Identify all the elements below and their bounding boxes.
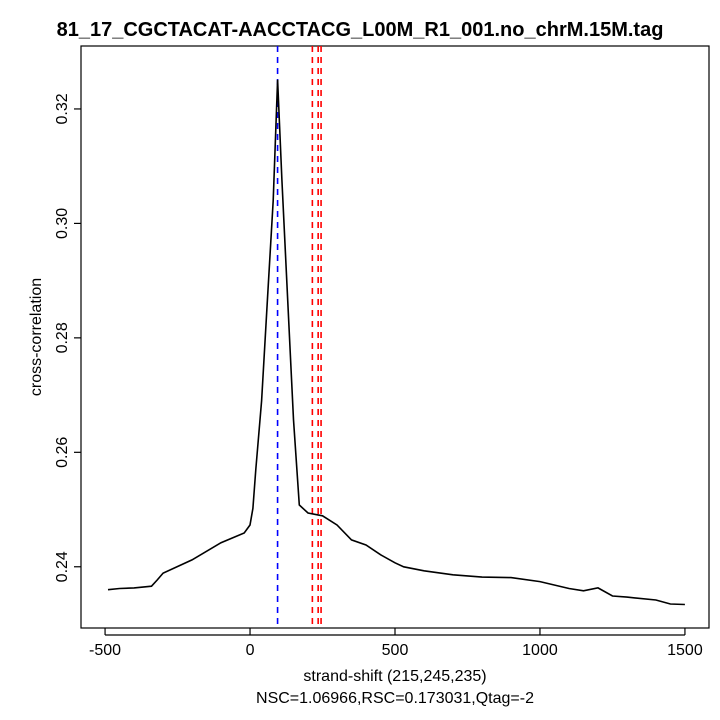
x-tick-label: 500 — [382, 642, 409, 659]
x-tick-label: -500 — [89, 642, 121, 659]
chart-title: 81_17_CGCTACAT-AACCTACG_L00M_R1_001.no_c… — [57, 19, 664, 41]
x-axis-label: strand-shift (215,245,235) — [303, 668, 486, 685]
y-axis-label: cross-correlation — [28, 278, 45, 396]
y-tick-label: 0.24 — [54, 551, 71, 582]
x-tick-label: 1500 — [667, 642, 703, 659]
y-tick-label: 0.28 — [54, 322, 71, 353]
y-tick-label: 0.32 — [54, 93, 71, 124]
y-tick-label: 0.30 — [54, 208, 71, 239]
cross-correlation-line — [107, 79, 685, 606]
x-tick-label: 0 — [246, 642, 255, 659]
y-tick-label: 0.26 — [54, 437, 71, 468]
plot-frame — [80, 45, 710, 629]
chart-subtitle: NSC=1.06966,RSC=0.173031,Qtag=-2 — [256, 690, 534, 707]
x-tick-label: 1000 — [522, 642, 558, 659]
